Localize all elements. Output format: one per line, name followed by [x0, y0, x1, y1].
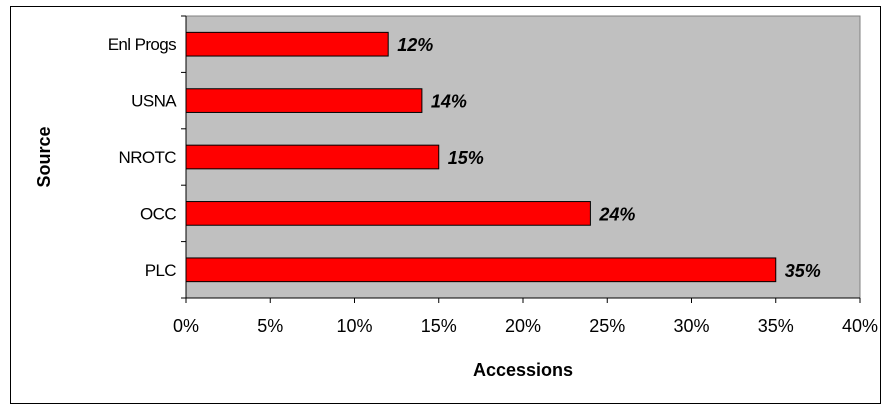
x-axis-title: Accessions	[473, 360, 573, 380]
data-label: 24%	[598, 204, 635, 224]
y-tick-label: PLC	[145, 261, 177, 280]
bar-enl-progs	[185, 31, 389, 57]
bar-occ	[185, 201, 591, 226]
bar-plc	[185, 257, 777, 283]
bars-group	[185, 31, 777, 283]
data-label: 15%	[448, 148, 484, 168]
y-tick-label: Enl Progs	[108, 35, 176, 54]
x-tick-label: 0%	[173, 316, 199, 336]
y-tick-label: OCC	[140, 204, 176, 223]
y-tick-label: USNA	[131, 92, 177, 111]
data-label: 12%	[397, 35, 433, 55]
data-label: 35%	[785, 261, 821, 281]
bar-usna	[185, 88, 423, 113]
x-tick-label: 25%	[589, 316, 625, 336]
y-axis-title: Source	[34, 126, 54, 187]
x-tick-label: 5%	[257, 316, 283, 336]
axes-group	[181, 15, 861, 303]
x-tick-label: 35%	[758, 316, 794, 336]
x-tick-label: 30%	[673, 316, 709, 336]
x-tick-label: 40%	[842, 316, 878, 336]
x-tick-label: 20%	[505, 316, 541, 336]
x-tick-label: 10%	[336, 316, 372, 336]
data-label: 14%	[431, 92, 467, 112]
labels-group: 0% 5% 10% 15% 20% 25% 30% 35% 40% Enl Progs 12% USN…	[108, 35, 878, 336]
y-tick-label: NROTC	[119, 148, 177, 167]
x-tick-label: 15%	[421, 316, 457, 336]
bar-nrotc	[185, 144, 440, 170]
